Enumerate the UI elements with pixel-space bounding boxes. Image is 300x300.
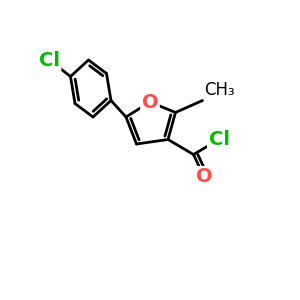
Text: CH₃: CH₃ [204, 81, 235, 99]
Text: O: O [196, 167, 212, 187]
Text: Cl: Cl [39, 50, 60, 70]
Text: Cl: Cl [208, 130, 230, 149]
Text: O: O [142, 92, 158, 112]
